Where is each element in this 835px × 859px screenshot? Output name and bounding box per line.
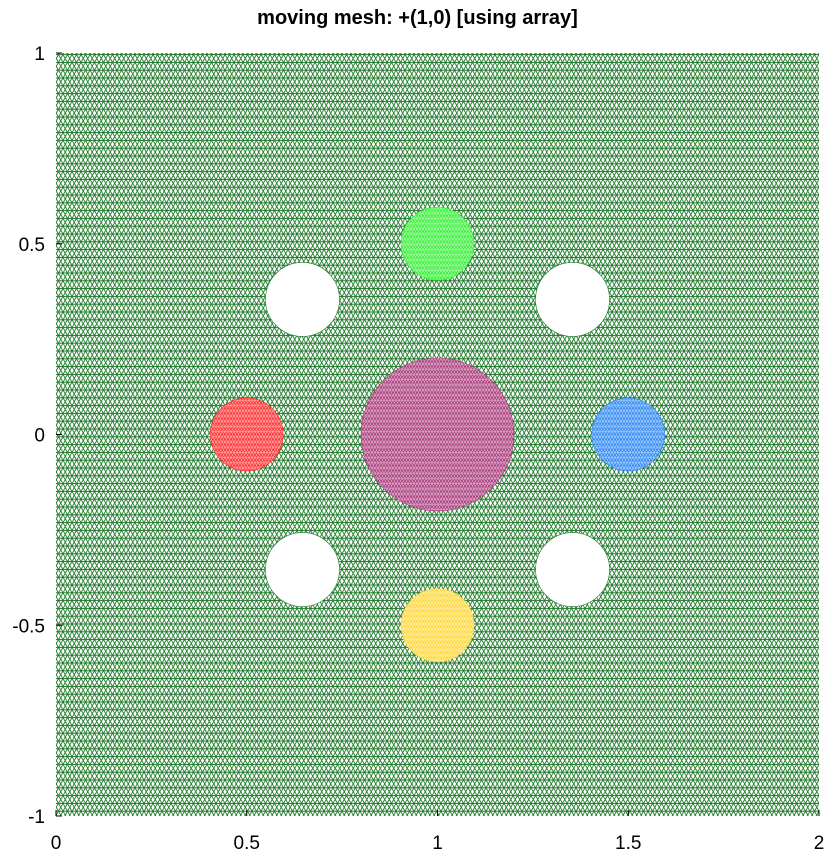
mesh-hole-0 [265, 262, 339, 336]
y-tick-label: 1 [34, 44, 45, 65]
x-tick-label: 0 [51, 833, 62, 854]
mesh-hole-1 [536, 262, 610, 336]
y-tick-label: -0.5 [12, 616, 45, 637]
x-tick-label: 1 [432, 833, 443, 854]
mesh-hole-3 [536, 533, 610, 607]
y-tick-label: 0.5 [19, 235, 45, 256]
subdomain-mesh-0 [361, 358, 514, 511]
x-tick-label: 2 [814, 833, 825, 854]
subdomain-mesh-2 [401, 208, 473, 280]
y-tick-label: -1 [28, 807, 45, 828]
mesh-hole-2 [265, 533, 339, 607]
x-tick-label: 0.5 [234, 833, 260, 854]
y-tick-label: 0 [34, 426, 45, 447]
subdomain-mesh-1 [211, 398, 283, 470]
subdomain-mesh-4 [401, 589, 473, 661]
subdomain-mesh-3 [592, 398, 664, 470]
x-tick-label: 1.5 [615, 833, 641, 854]
